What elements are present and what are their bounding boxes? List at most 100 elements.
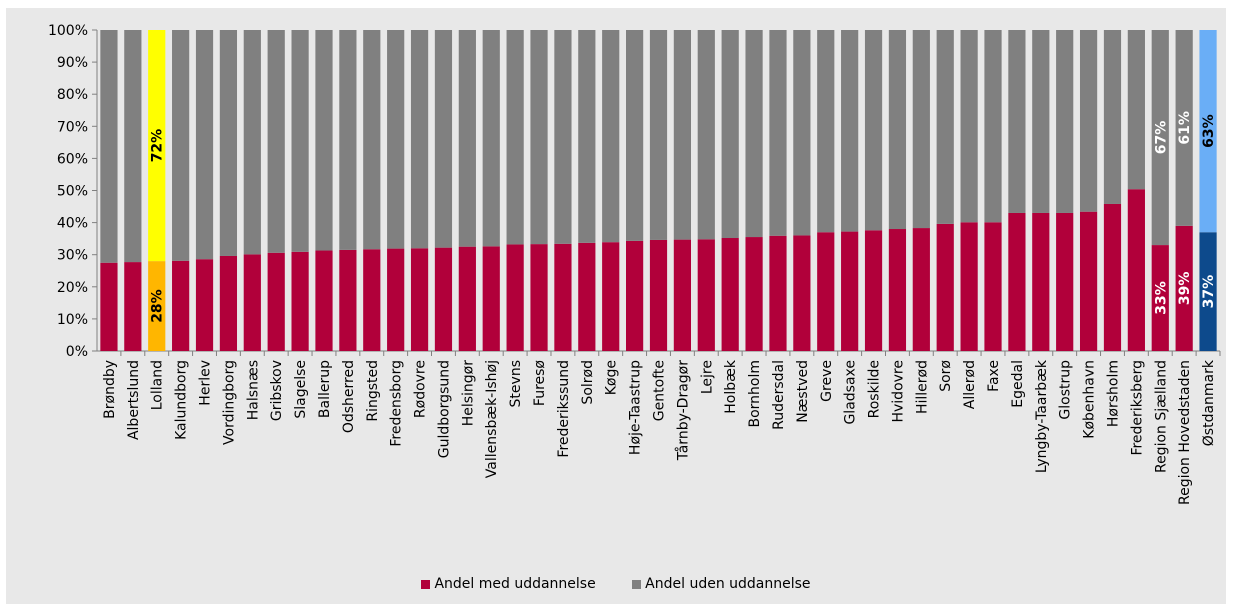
x-tick-label: Østdanmark [1201, 359, 1217, 446]
bar-med-uddannelse [602, 242, 620, 351]
bar-med-uddannelse [721, 238, 739, 351]
bar-uden-uddannelse [482, 30, 500, 247]
y-tick-label: 40% [57, 216, 88, 232]
data-label: 63% [1201, 114, 1217, 148]
bar-med-uddannelse [1103, 203, 1122, 351]
bar-med-uddannelse [841, 231, 859, 351]
bar-uden-uddannelse [554, 30, 572, 244]
bar-uden-uddannelse [745, 30, 763, 238]
bar-uden-uddannelse [434, 30, 453, 248]
x-tick-label: Rudersdal [771, 360, 787, 430]
x-tick-label: Lyngby-Taarbæk [1034, 359, 1050, 473]
bar-med-uddannelse [1032, 212, 1050, 351]
bar-uden-uddannelse [1008, 30, 1026, 213]
bar-med-uddannelse [1175, 225, 1193, 351]
bar-med-uddannelse [888, 229, 907, 351]
x-tick-label: Ballerup [317, 360, 333, 418]
bar-uden-uddannelse [888, 30, 907, 230]
x-tick-label: Hillerød [914, 360, 930, 414]
bar-uden-uddannelse [410, 30, 429, 249]
data-label: 39% [1177, 272, 1193, 306]
legend-swatch-uden [632, 579, 642, 589]
bar-uden-uddannelse [626, 30, 644, 241]
bar-uden-uddannelse [458, 30, 476, 247]
bar-uden-uddannelse [841, 30, 859, 232]
x-tick-label: Allerød [962, 360, 978, 409]
bar-med-uddannelse [1056, 212, 1074, 351]
bar-uden-uddannelse [649, 30, 668, 240]
x-tick-label: Tårnby-Dragør [674, 360, 691, 461]
bar-uden-uddannelse [864, 30, 883, 231]
bar-uden-uddannelse [506, 30, 524, 245]
bar-uden-uddannelse [1103, 30, 1122, 204]
chart-area: 0% 10% 20% 30% 40% 50% 60% 70% 80% 90% 100% Brøndby… [6, 8, 1226, 604]
bar-med-uddannelse [960, 222, 978, 351]
x-tick-label: Frederiksberg [1129, 360, 1145, 456]
x-tick-label: Halsnæs [245, 360, 261, 420]
x-tick-label: Lolland [150, 360, 166, 410]
bar-uden-uddannelse [100, 30, 118, 263]
bar-med-uddannelse [769, 235, 787, 351]
bar-uden-uddannelse [148, 30, 166, 262]
y-tick-label: 60% [57, 151, 88, 167]
y-tick-label: 70% [57, 119, 88, 135]
bar-uden-uddannelse [219, 30, 238, 256]
stacked-bar-chart: 0% 10% 20% 30% 40% 50% 60% 70% 80% 90% 100% Brøndby… [48, 23, 1221, 505]
bar-uden-uddannelse [984, 30, 1002, 223]
bar-med-uddannelse [124, 262, 142, 351]
x-tick-label: Glostrup [1058, 360, 1074, 420]
x-tick-label: Odsherred [341, 360, 357, 433]
bar-uden-uddannelse [530, 30, 548, 245]
x-tick-label: Kalundborg [174, 360, 190, 440]
bar-uden-uddannelse [1079, 30, 1098, 212]
bar-uden-uddannelse [1175, 30, 1193, 226]
x-tick-label: Hvidovre [890, 360, 906, 423]
x-tick-label: Gribskov [269, 360, 285, 421]
bar-med-uddannelse [1127, 189, 1145, 351]
bar-med-uddannelse [626, 240, 644, 351]
bar-med-uddannelse [243, 254, 261, 351]
x-tick-label: Bornholm [747, 360, 763, 428]
bar-uden-uddannelse [267, 30, 285, 253]
x-tick-label: Helsingør [460, 360, 476, 427]
bar-uden-uddannelse [243, 30, 261, 255]
x-tick-label: Rødovre [413, 360, 429, 418]
bar-med-uddannelse [864, 230, 883, 351]
y-tick-label: 100% [48, 23, 88, 39]
x-tick-label: Gentofte [652, 360, 668, 421]
x-tick-label: Lejre [699, 360, 715, 394]
x-tick-label: Solrød [580, 360, 596, 405]
bar-uden-uddannelse [387, 30, 405, 249]
bar-med-uddannelse [387, 248, 405, 351]
x-tick-label: Stevns [508, 360, 524, 407]
bar-med-uddannelse [745, 237, 763, 351]
bar-uden-uddannelse [1032, 30, 1050, 213]
x-tick-label: Slagelse [293, 360, 309, 419]
bar-med-uddannelse [578, 242, 596, 351]
x-tick-label: Brøndby [102, 360, 118, 419]
bar-med-uddannelse [912, 228, 930, 351]
bar-uden-uddannelse [912, 30, 930, 229]
x-tick-label: Greve [819, 360, 835, 402]
x-tick-label: Ringsted [365, 360, 381, 422]
y-tick-label: 20% [57, 280, 88, 296]
bar-uden-uddannelse [960, 30, 978, 223]
y-tick-label: 0% [66, 344, 88, 360]
bar-med-uddannelse [936, 223, 954, 351]
bar-med-uddannelse [482, 246, 500, 351]
legend-item-uden: Andel uden uddannelse [632, 576, 811, 592]
bar-uden-uddannelse [769, 30, 787, 236]
bar-uden-uddannelse [1199, 30, 1217, 233]
x-tick-label: Guldborgsund [436, 360, 452, 458]
y-tick-label: 50% [57, 184, 88, 200]
x-tick-label: Køge [604, 360, 620, 395]
x-tick-label: Albertslund [126, 360, 142, 440]
bar-med-uddannelse [339, 249, 357, 351]
data-label: 61% [1177, 111, 1193, 145]
bar-med-uddannelse [506, 244, 524, 351]
bar-med-uddannelse [363, 249, 381, 351]
bar-uden-uddannelse [936, 30, 954, 224]
bar-uden-uddannelse [1127, 30, 1145, 190]
bar-uden-uddannelse [817, 30, 835, 233]
legend: Andel med uddannelse Andel uden uddannel… [6, 576, 1226, 592]
